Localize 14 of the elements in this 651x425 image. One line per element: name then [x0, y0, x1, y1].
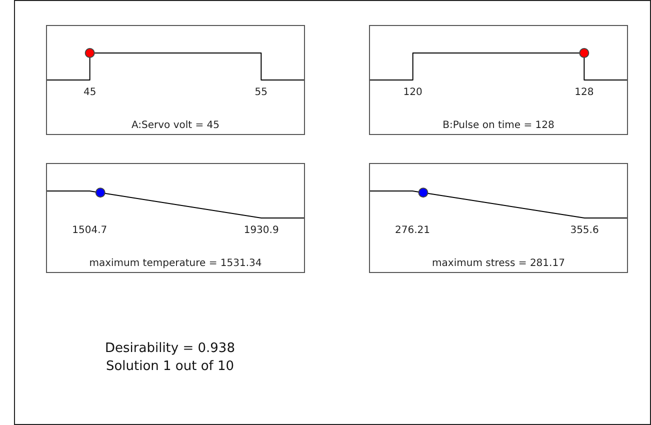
x-tick-label: 355.6 [570, 225, 599, 236]
x-axis-title: maximum temperature = 1531.34 [89, 258, 262, 269]
x-tick-label: 1504.7 [72, 225, 108, 236]
x-tick-label: 276.21 [394, 225, 430, 236]
x-tick-label: 55 [254, 87, 268, 98]
text: Desirability = 0.938 [104, 340, 236, 358]
x-tick-label: 45 [83, 87, 96, 98]
x-axis-title: B:Pulse on time = 128 [442, 120, 554, 131]
x-tick-label: 1930.9 [244, 225, 279, 236]
x-axis-title: maximum stress = 281.17 [432, 258, 565, 269]
x-tick-label: 128 [574, 87, 594, 98]
x-tick-label: 120 [403, 87, 422, 98]
text: Solution 1 out of 10 [104, 358, 236, 376]
x-axis-title: A:Servo volt = 45 [131, 120, 220, 131]
